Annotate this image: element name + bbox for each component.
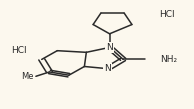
Text: HCl: HCl [159, 10, 175, 19]
Text: Me: Me [22, 72, 34, 81]
Text: NH₂: NH₂ [160, 55, 177, 64]
Text: HCl: HCl [12, 46, 27, 55]
Text: N: N [104, 64, 111, 73]
Text: N: N [106, 43, 113, 52]
